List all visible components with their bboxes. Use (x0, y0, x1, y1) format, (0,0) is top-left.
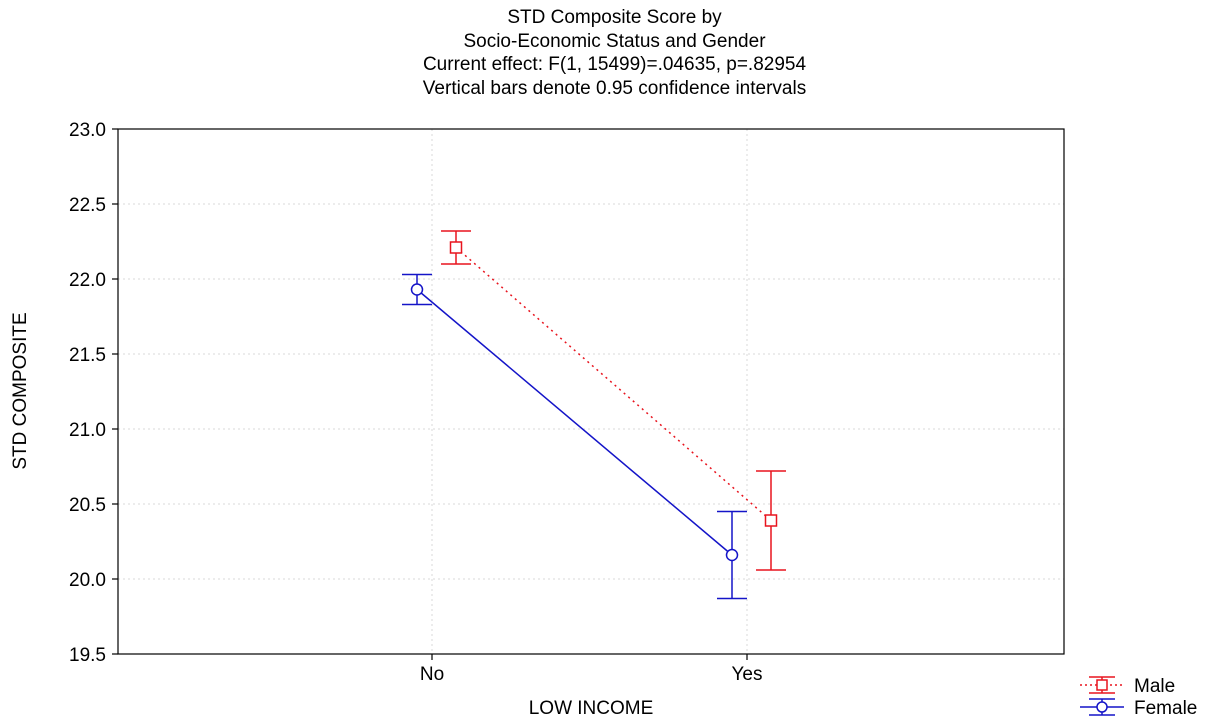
data-point-male (764, 514, 778, 527)
y-tick-label: 23.0 (69, 120, 106, 141)
y-axis: 19.5 20.0 20.5 21.0 21.5 22.0 22.5 23.0 (69, 120, 118, 666)
y-tick-label: 22.5 (69, 195, 106, 216)
x-axis-label: LOW INCOME (529, 698, 654, 719)
gridlines (118, 129, 1064, 654)
x-tick-label: Yes (732, 664, 763, 685)
y-tick-label: 19.5 (69, 645, 106, 666)
data-point-male (449, 241, 463, 254)
series-line-female (416, 288, 733, 556)
y-tick-label: 20.5 (69, 495, 106, 516)
title-line-2: Socio-Economic Status and Gender (463, 30, 766, 52)
data-point-female (410, 283, 424, 296)
y-tick-label: 21.5 (69, 345, 106, 366)
legend-label-male: Male (1134, 676, 1175, 697)
title-line-4: Vertical bars denote 0.95 confidence int… (422, 77, 807, 99)
title-line-3: Current effect: F(1, 15499)=.04635, p=.8… (422, 54, 807, 75)
title-line-1: STD Composite Score by (507, 7, 722, 28)
x-tick-label: No (420, 664, 444, 685)
legend-marker-female (1096, 701, 1108, 713)
y-tick-label: 20.0 (69, 570, 106, 591)
y-axis-label: STD COMPOSITE (10, 312, 31, 469)
legend-label-female: Female (1134, 698, 1197, 719)
series-line-male (455, 246, 772, 522)
legend-marker-male (1096, 679, 1108, 691)
y-tick-label: 21.0 (69, 420, 106, 441)
chart-title: STD Composite Score by Socio-Economic St… (0, 6, 1229, 100)
y-tick-label: 22.0 (69, 270, 106, 291)
series (402, 230, 786, 600)
plot-frame (117, 128, 1065, 655)
x-axis: No Yes (420, 654, 763, 685)
data-point-female (725, 548, 739, 562)
